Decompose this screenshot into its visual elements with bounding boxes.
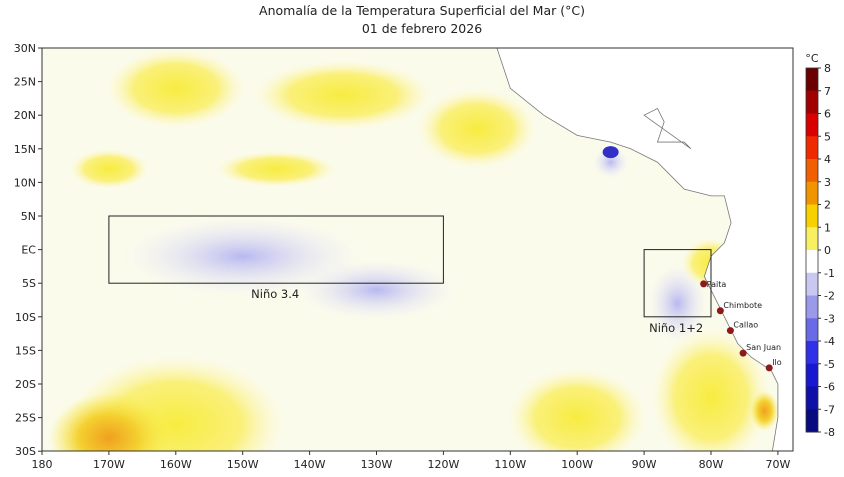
- colorbar-tick-label: 2: [824, 199, 831, 212]
- lat-tick-label: 10N: [14, 176, 36, 189]
- city-label: Paita: [707, 280, 727, 289]
- colorbar-tick-label: -4: [824, 335, 835, 348]
- colorbar-tick-label: 5: [824, 130, 831, 143]
- anomaly-patch: [647, 263, 708, 344]
- lon-tick-label: 160W: [160, 458, 192, 471]
- anomaly-patch: [750, 390, 779, 431]
- lon-tick-label: 130W: [361, 458, 393, 471]
- city-label: Ilo: [772, 358, 782, 367]
- colorbar-tick-label: -7: [824, 403, 835, 416]
- anomaly-patch: [68, 148, 149, 189]
- colorbar-segment: [806, 181, 818, 205]
- colorbar-tick-label: 7: [824, 85, 831, 98]
- colorbar-tick-label: -8: [824, 426, 835, 439]
- colorbar-segment: [806, 68, 818, 92]
- colorbar-segment: [806, 341, 818, 365]
- map-title: Anomalía de la Temperatura Superficial d…: [259, 3, 585, 18]
- map-subtitle: 01 de febrero 2026: [361, 21, 483, 36]
- anomaly-patch: [105, 48, 246, 129]
- lat-tick-label: EC: [21, 244, 36, 257]
- city-label: Chimbote: [723, 301, 762, 310]
- colorbar-segment: [806, 386, 818, 410]
- lat-tick-label: 5N: [21, 210, 36, 223]
- colorbar-segment: [806, 227, 818, 251]
- lat-tick-label: 30S: [15, 445, 36, 458]
- city-marker: [726, 327, 734, 335]
- colorbar-segment: [806, 295, 818, 319]
- lon-tick-label: 80W: [699, 458, 724, 471]
- anomaly-patch: [416, 88, 537, 169]
- lon-tick-label: 170W: [93, 458, 125, 471]
- lat-tick-label: 25S: [15, 412, 36, 425]
- city-label: San Juan: [746, 343, 781, 352]
- city-marker: [700, 280, 708, 288]
- colorbar-segment: [806, 318, 818, 342]
- colorbar-tick-label: 0: [824, 244, 831, 257]
- city-marker: [739, 349, 747, 357]
- colorbar-tick-label: -1: [824, 267, 835, 280]
- lon-tick-label: 70W: [765, 458, 790, 471]
- nino-region-label: Niño 1+2: [649, 321, 703, 335]
- anomaly-patch: [253, 60, 434, 131]
- colorbar-segment: [806, 250, 818, 274]
- colorbar-tick-label: 4: [824, 153, 831, 166]
- colorbar-segment: [806, 409, 818, 433]
- colorbar-tick-label: 6: [824, 108, 831, 121]
- anomaly-patch: [48, 392, 169, 451]
- lon-tick-label: 180: [32, 458, 53, 471]
- colorbar-tick-label: 8: [824, 62, 831, 75]
- anomaly-patch: [651, 327, 771, 451]
- colorbar-tick-label: -6: [824, 381, 835, 394]
- colorbar-segment: [806, 113, 818, 137]
- city-label: Callao: [733, 321, 758, 330]
- colorbar-segment: [806, 136, 818, 160]
- nino-region-box: [108, 215, 444, 284]
- lat-tick-label: 10S: [15, 311, 36, 324]
- land-mass: [643, 107, 692, 150]
- lat-tick-label: 20N: [14, 109, 36, 122]
- anomaly-patch: [216, 150, 337, 187]
- colorbar-tick-label: -2: [824, 290, 835, 303]
- colorbar-segment: [806, 159, 818, 183]
- lat-tick-label: 25N: [14, 76, 36, 89]
- anomaly-patch: [592, 146, 629, 179]
- land-mass: [495, 48, 793, 451]
- colorbar-segment: [806, 204, 818, 228]
- anomaly-patch: [122, 216, 363, 297]
- sst-field: [42, 48, 793, 451]
- colorbar-tick-label: -3: [824, 312, 835, 325]
- lat-tick-label: 5S: [22, 277, 36, 290]
- colorbar-tick-label: 3: [824, 176, 831, 189]
- lon-tick-label: 110W: [494, 458, 526, 471]
- cold-anomaly-patch: [602, 146, 619, 159]
- colorbar-tick-label: 1: [824, 221, 831, 234]
- lon-tick-label: 100W: [561, 458, 593, 471]
- lon-tick-label: 120W: [427, 458, 459, 471]
- colorbar-segment: [806, 90, 818, 114]
- anomaly-patch: [296, 259, 457, 320]
- colorbar-segment: [806, 363, 818, 387]
- lon-tick-label: 90W: [632, 458, 657, 471]
- lon-tick-label: 140W: [294, 458, 326, 471]
- colorbar-segment: [806, 272, 818, 296]
- colorbar-tick-label: -5: [824, 358, 835, 371]
- lat-tick-label: 20S: [15, 378, 36, 391]
- city-marker: [716, 307, 724, 315]
- city-marker: [765, 364, 773, 372]
- lon-tick-label: 150W: [227, 458, 259, 471]
- lat-tick-label: 15S: [15, 344, 36, 357]
- nino-region-label: Niño 3.4: [251, 287, 299, 301]
- colorbar-unit: °C: [805, 52, 819, 65]
- lat-tick-label: 15N: [14, 143, 36, 156]
- lat-tick-label: 30N: [14, 42, 36, 55]
- nino-region-box: [643, 249, 712, 318]
- anomaly-patch: [507, 367, 648, 451]
